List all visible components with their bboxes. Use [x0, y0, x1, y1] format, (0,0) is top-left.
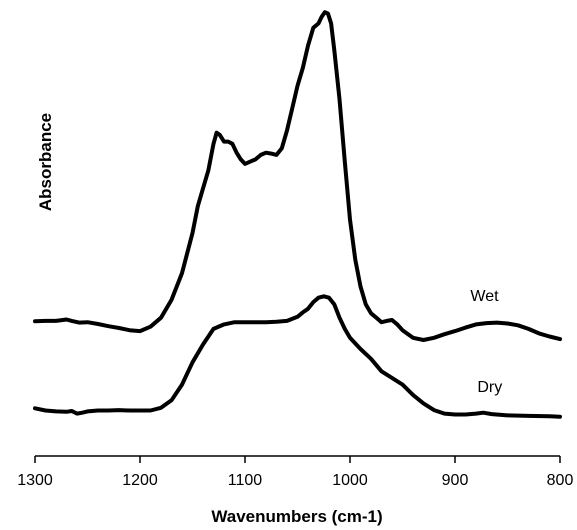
x-tick-label-900: 900 [442, 472, 469, 489]
x-ticks [34, 456, 561, 463]
x-tick-label-800: 800 [547, 472, 574, 489]
x-tick-label-1200: 1200 [122, 472, 158, 489]
x-tick-label-1300: 1300 [17, 472, 53, 489]
x-tick-label-1000: 1000 [332, 472, 368, 489]
series-label-dry: Dry [477, 379, 502, 396]
x-axis-title: Wavenumbers (cm-1) [211, 507, 382, 526]
y-axis-title: Absorbance [36, 113, 55, 211]
series-label-wet: Wet [470, 288, 499, 305]
series-line-wet [33, 10, 562, 342]
x-tick-labels: 1300 1200 1100 1000 900 800 [17, 472, 573, 489]
series-line-dry [33, 294, 562, 419]
plot-area: Wet Dry [33, 10, 562, 419]
x-tick-label-1100: 1100 [228, 472, 263, 489]
